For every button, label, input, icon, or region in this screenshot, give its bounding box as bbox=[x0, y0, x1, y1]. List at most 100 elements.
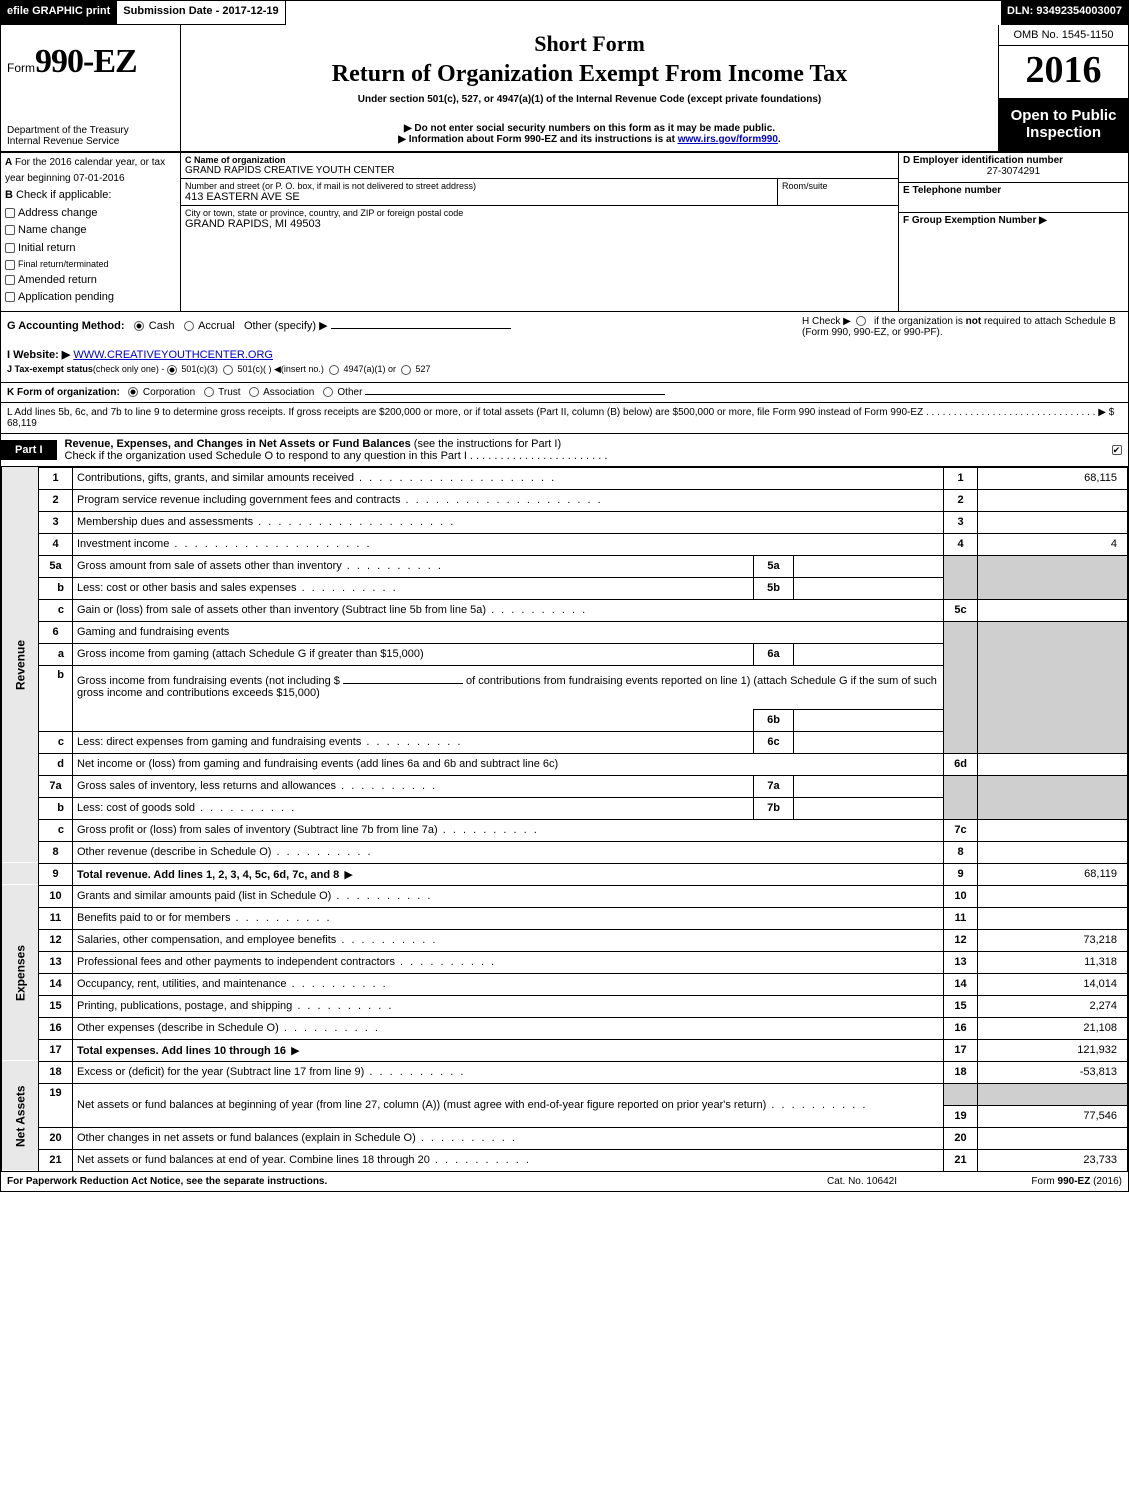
radio-assoc-icon[interactable] bbox=[249, 387, 259, 397]
row-amount: 21,108 bbox=[978, 1017, 1128, 1039]
radio-h-icon[interactable] bbox=[856, 316, 866, 326]
group-exemption-row: F Group Exemption Number ▶ bbox=[899, 213, 1128, 243]
row-desc: Excess or (deficit) for the year (Subtra… bbox=[73, 1061, 944, 1083]
radio-accrual-icon[interactable] bbox=[184, 321, 194, 331]
form-page: efile GRAPHIC print Submission Date - 20… bbox=[0, 0, 1129, 1192]
g-other-input[interactable] bbox=[331, 328, 511, 329]
contrib-input[interactable] bbox=[343, 683, 463, 684]
grey-cell bbox=[978, 555, 1128, 599]
desc-text: Membership dues and assessments bbox=[77, 516, 455, 528]
row-num: 11 bbox=[39, 907, 73, 929]
row-midnum: 5b bbox=[754, 577, 794, 599]
chk-label: Name change bbox=[18, 224, 87, 236]
j-o1: 501(c)(3) bbox=[181, 364, 218, 374]
desc-text: Salaries, other compensation, and employ… bbox=[77, 934, 437, 946]
row-desc: Grants and similar amounts paid (list in… bbox=[73, 885, 944, 907]
arrow-icon bbox=[339, 869, 355, 881]
radio-527-icon[interactable] bbox=[401, 365, 411, 375]
checkbox-icon bbox=[5, 292, 15, 302]
row-amount bbox=[978, 489, 1128, 511]
radio-501c-icon[interactable] bbox=[223, 365, 233, 375]
topbar: efile GRAPHIC print Submission Date - 20… bbox=[1, 1, 1128, 25]
line-k: K Form of organization: Corporation Trus… bbox=[1, 383, 1128, 403]
row-lineno: 16 bbox=[944, 1017, 978, 1039]
row-amount bbox=[978, 599, 1128, 621]
efile-print-button[interactable]: efile GRAPHIC print bbox=[1, 1, 117, 25]
desc-text: Professional fees and other payments to … bbox=[77, 956, 496, 968]
header-right: OMB No. 1545-1150 2016 Open to Public In… bbox=[998, 25, 1128, 151]
footer: For Paperwork Reduction Act Notice, see … bbox=[1, 1172, 1128, 1191]
chk-address-change[interactable]: Address change bbox=[5, 205, 176, 223]
radio-4947-icon[interactable] bbox=[329, 365, 339, 375]
radio-trust-icon[interactable] bbox=[204, 387, 214, 397]
part1-label: Part I bbox=[1, 440, 57, 460]
row-desc: Gain or (loss) from sale of assets other… bbox=[73, 599, 944, 621]
part1-title-bold: Revenue, Expenses, and Changes in Net As… bbox=[65, 438, 411, 450]
row-num: b bbox=[39, 665, 73, 731]
website-link[interactable]: WWW.CREATIVEYOUTHCENTER.ORG bbox=[73, 349, 273, 361]
submission-date-label: Submission Date - bbox=[123, 5, 222, 17]
row-desc: Occupancy, rent, utilities, and maintena… bbox=[73, 973, 944, 995]
row-amount: 68,115 bbox=[978, 467, 1128, 489]
row-num: 12 bbox=[39, 929, 73, 951]
entity-right: D Employer identification number 27-3074… bbox=[898, 153, 1128, 311]
chk-name-change[interactable]: Name change bbox=[5, 222, 176, 240]
row-amount bbox=[978, 841, 1128, 863]
h-not: not bbox=[966, 316, 982, 327]
h-check-label: H Check ▶ bbox=[802, 316, 851, 327]
radio-501c3-icon[interactable] bbox=[167, 365, 177, 375]
irs-link-text: www.irs.gov/form990 bbox=[678, 134, 778, 145]
g-cash: Cash bbox=[149, 320, 175, 332]
side-revenue-end bbox=[2, 863, 39, 885]
row-lineno: 5c bbox=[944, 599, 978, 621]
radio-other-icon[interactable] bbox=[323, 387, 333, 397]
room-label: Room/suite bbox=[782, 181, 894, 191]
row-desc: Gross profit or (loss) from sales of inv… bbox=[73, 819, 944, 841]
row-2: 2 Program service revenue including gove… bbox=[2, 489, 1128, 511]
row-7a: 7a Gross sales of inventory, less return… bbox=[2, 775, 1128, 797]
row-midval bbox=[794, 775, 944, 797]
row-lineno: 6d bbox=[944, 753, 978, 775]
row-num: c bbox=[39, 819, 73, 841]
row-num: 20 bbox=[39, 1127, 73, 1149]
row-desc: Investment income bbox=[73, 533, 944, 555]
row-desc: Membership dues and assessments bbox=[73, 511, 944, 533]
line-l: L Add lines 5b, 6c, and 7b to line 9 to … bbox=[1, 403, 1128, 434]
row-desc: Total expenses. Add lines 10 through 16 bbox=[73, 1039, 944, 1061]
grey-cell bbox=[944, 555, 978, 599]
chk-initial-return[interactable]: Initial return bbox=[5, 240, 176, 258]
side-expenses: Expenses bbox=[2, 885, 39, 1061]
radio-cash-icon[interactable] bbox=[134, 321, 144, 331]
org-name: GRAND RAPIDS CREATIVE YOUTH CENTER bbox=[185, 165, 894, 176]
row-num: c bbox=[39, 731, 73, 753]
row-desc: Other changes in net assets or fund bala… bbox=[73, 1127, 944, 1149]
row-desc: Gross income from fundraising events (no… bbox=[73, 665, 944, 709]
irs-link[interactable]: www.irs.gov/form990 bbox=[678, 134, 778, 145]
row-desc: Less: cost of goods sold bbox=[73, 797, 754, 819]
row-lineno: 20 bbox=[944, 1127, 978, 1149]
submission-date-value: 2017-12-19 bbox=[222, 5, 278, 17]
part1-schedule-o-checkbox[interactable] bbox=[1108, 444, 1128, 456]
row-num: 21 bbox=[39, 1149, 73, 1171]
row-16: 16 Other expenses (describe in Schedule … bbox=[2, 1017, 1128, 1039]
arrow-icon bbox=[286, 1045, 302, 1057]
street-label: Number and street (or P. O. box, if mail… bbox=[185, 181, 773, 191]
chk-application-pending[interactable]: Application pending bbox=[5, 289, 176, 307]
form-num: 990-EZ bbox=[35, 43, 137, 80]
desc-text: Gross amount from sale of assets other t… bbox=[77, 560, 443, 572]
row-8: 8 Other revenue (describe in Schedule O)… bbox=[2, 841, 1128, 863]
checkbox-icon bbox=[1112, 445, 1122, 455]
row-num: 5a bbox=[39, 555, 73, 577]
radio-corp-icon[interactable] bbox=[128, 387, 138, 397]
line-b-label: B Check if applicable: bbox=[5, 187, 176, 205]
desc-text: Less: cost or other basis and sales expe… bbox=[77, 582, 398, 594]
chk-final-return[interactable]: Final return/terminated bbox=[5, 257, 176, 271]
row-6: 6 Gaming and fundraising events bbox=[2, 621, 1128, 643]
l-text: L Add lines 5b, 6c, and 7b to line 9 to … bbox=[7, 407, 1114, 429]
row-lineno: 13 bbox=[944, 951, 978, 973]
row-desc: Less: direct expenses from gaming and fu… bbox=[73, 731, 754, 753]
chk-amended-return[interactable]: Amended return bbox=[5, 272, 176, 290]
chk-label: Final return/terminated bbox=[18, 259, 109, 269]
k-other-input[interactable] bbox=[365, 394, 665, 395]
topbar-spacer bbox=[286, 1, 1001, 25]
